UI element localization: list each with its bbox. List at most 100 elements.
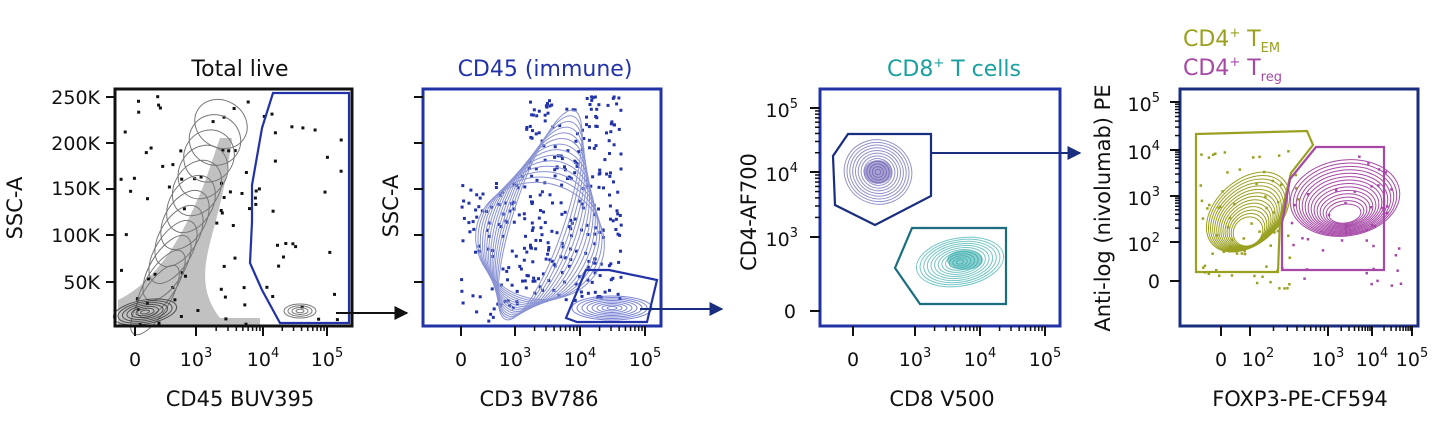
p1-scatter-dot: [136, 308, 140, 311]
p2-scatter-dot: [523, 279, 527, 283]
p4-tem-dot: [1233, 202, 1236, 206]
p2-scatter-dot: [553, 174, 557, 178]
p2-scatter-dot: [499, 225, 503, 229]
panel-cd4-subsets: CD4+ TEM CD4+ Treg 105 104 103 102 0: [1091, 26, 1428, 411]
p2-contour-line: [495, 120, 585, 318]
p2-scatter-dot: [601, 228, 605, 232]
p4-treg-contour: [1307, 179, 1383, 231]
p4-tem-dot: [1294, 187, 1298, 190]
p2-scatter-dot: [529, 243, 532, 247]
p2-scatter-dot: [478, 196, 482, 200]
p4-tem-dot: [1286, 287, 1289, 290]
panel4-xlabel: FOXP3-PE-CF594: [1212, 387, 1388, 411]
p2-scatter-dot: [587, 259, 591, 263]
p3-cd8-contour: [923, 240, 997, 284]
p1-scatter-dot: [224, 317, 228, 321]
p2-scatter-dot: [491, 315, 495, 319]
p1-scatter-dot: [146, 197, 149, 201]
p1-scatter-dot: [277, 264, 281, 268]
p2-scatter-dot: [524, 234, 527, 238]
p1-ytick-200k: 200K: [51, 133, 100, 155]
p2-scatter-dot: [607, 139, 611, 143]
gate-cd4-polygon: [831, 132, 933, 227]
p4-treg-dot: [1303, 277, 1306, 280]
p4-treg-contour: [1295, 165, 1395, 235]
p4-tem-dot: [1269, 244, 1272, 247]
p4-tem-dot: [1288, 283, 1291, 286]
panel1-frame: [113, 87, 354, 328]
p2-scatter-dot: [537, 131, 541, 135]
p4-treg-dot: [1367, 162, 1370, 165]
p2-scatter-dot: [589, 184, 593, 188]
p2-scatter-dot: [555, 231, 559, 235]
p2-scatter-dot: [593, 271, 597, 275]
p4-treg-dot: [1386, 211, 1389, 215]
p2-scatter-dot: [617, 260, 621, 264]
p4-tem-dot: [1207, 156, 1211, 159]
panel2-contours: [460, 95, 653, 323]
p4-treg-dot: [1369, 206, 1373, 209]
p2-scatter-dot: [575, 249, 578, 253]
p2-scatter-dot: [499, 283, 503, 287]
p2-scatter-dot: [518, 264, 522, 268]
p2-scatter-dot: [526, 274, 530, 278]
p1-contour-line: [148, 219, 198, 285]
p1-scatter-dot: [137, 99, 140, 103]
p2-scatter-dot: [594, 115, 598, 118]
p2-scatter-dot: [574, 282, 578, 286]
p1-scatter-dot: [254, 202, 258, 206]
p2-scatter-dot: [489, 312, 493, 316]
p4-tem-dot: [1265, 265, 1268, 268]
p2-scatter-dot: [552, 288, 556, 292]
p2-scatter-dot: [566, 149, 570, 153]
p3-cd8-contour: [934, 247, 986, 277]
p2-scatter-dot: [593, 213, 596, 217]
p2-scatter-dot: [467, 221, 471, 225]
p1-scatter-dot: [300, 305, 304, 309]
legend-cd4-treg: CD4+ Treg: [1183, 55, 1282, 85]
p2-contour-line: [482, 165, 598, 305]
p2-scatter-dot: [608, 174, 612, 178]
p1-scatter-dot: [184, 274, 187, 278]
p2-scatter-dot: [615, 102, 619, 106]
p2-scatter-dot: [609, 171, 612, 175]
panel1-ylabel: SSC-A: [3, 176, 27, 239]
p4-tem-dot: [1215, 268, 1218, 272]
p1-scatter-dot: [219, 287, 223, 291]
p2-scatter-dot: [467, 201, 471, 205]
p2-scatter-dot: [560, 157, 564, 161]
panel3-xticks: 0 103 104 105: [847, 326, 1061, 371]
p1-core-contour: [139, 309, 151, 315]
p2-scatter-dot: [585, 115, 588, 119]
p2-scatter-dot: [609, 262, 613, 266]
p1-scatter-dot: [219, 209, 223, 212]
gate-tem-polygon: [1194, 129, 1315, 274]
p2-contour-line: [494, 126, 586, 316]
p1-scatter-dot: [333, 292, 336, 296]
p1-scatter-dot: [242, 286, 246, 290]
p2-scatter-dot: [608, 204, 612, 208]
panel2-xticks: 0 103 104 105: [455, 326, 661, 371]
panel-total-live: Total live 250K 200K 150K 100K 50K 0 103…: [3, 57, 354, 411]
p2-scatter-dot: [531, 129, 534, 133]
p2-scatter-dot: [610, 120, 614, 124]
p2-scatter-dot: [573, 217, 577, 221]
p2-scatter-dot: [474, 208, 478, 212]
p2-scatter-dot: [547, 248, 550, 252]
p4-treg-dot: [1365, 271, 1368, 275]
p4-tem-dot: [1230, 238, 1234, 242]
p4-treg-dot: [1377, 184, 1380, 187]
p1-scatter-dot: [254, 189, 258, 193]
p4-treg-dot: [1290, 221, 1294, 225]
p1-scatter-dot: [273, 131, 277, 135]
p2-scatter-dot: [497, 222, 501, 226]
p2-scatter-dot: [548, 104, 552, 108]
p2-scatter-dot: [532, 108, 536, 112]
p1-scatter-dot: [222, 196, 226, 199]
p4-tem-dot: [1277, 154, 1281, 157]
p2-scatter-dot: [531, 200, 534, 204]
p2-scatter-dot: [534, 167, 538, 171]
p2-scatter-dot: [585, 123, 588, 127]
p2-scatter-dot: [577, 199, 581, 203]
p1-ytick-250k: 250K: [51, 87, 100, 109]
